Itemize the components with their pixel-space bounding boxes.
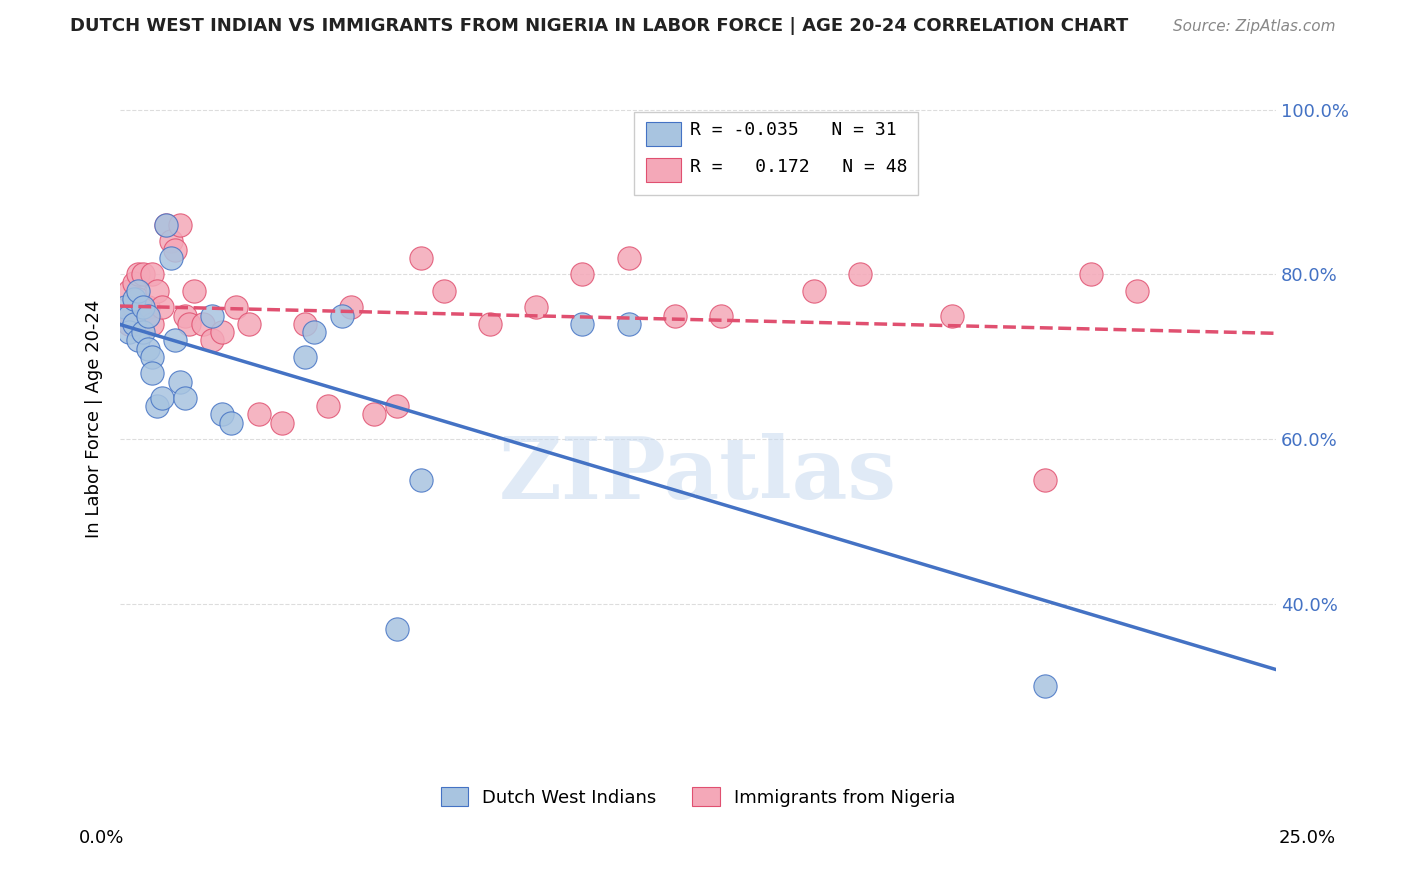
Point <box>160 235 183 249</box>
Point <box>141 350 163 364</box>
Point <box>136 342 159 356</box>
Point <box>169 218 191 232</box>
Point <box>478 317 501 331</box>
Point <box>183 284 205 298</box>
Point <box>141 317 163 331</box>
Point <box>155 218 177 232</box>
Point <box>173 391 195 405</box>
Y-axis label: In Labor Force | Age 20-24: In Labor Force | Age 20-24 <box>86 300 103 538</box>
FancyBboxPatch shape <box>634 112 918 194</box>
Point <box>127 268 149 282</box>
Point <box>150 301 173 315</box>
Point <box>141 268 163 282</box>
Point <box>1033 474 1056 488</box>
Point <box>1126 284 1149 298</box>
Point <box>122 276 145 290</box>
Point <box>1033 679 1056 693</box>
Point <box>150 391 173 405</box>
Point <box>127 292 149 306</box>
Point <box>165 334 187 348</box>
Point <box>118 284 141 298</box>
Point <box>409 474 432 488</box>
Point <box>387 622 409 636</box>
FancyBboxPatch shape <box>645 158 681 182</box>
Point <box>127 284 149 298</box>
Point <box>155 218 177 232</box>
Point <box>1080 268 1102 282</box>
Point <box>201 334 224 348</box>
Text: 25.0%: 25.0% <box>1279 829 1336 847</box>
Text: R =   0.172   N = 48: R = 0.172 N = 48 <box>690 158 907 176</box>
Point <box>219 416 242 430</box>
Point <box>387 399 409 413</box>
Text: 0.0%: 0.0% <box>79 829 124 847</box>
Point <box>136 301 159 315</box>
Point <box>571 268 593 282</box>
Point <box>363 408 385 422</box>
Point <box>294 317 316 331</box>
Point <box>617 317 640 331</box>
Point <box>118 309 141 323</box>
Point <box>118 325 141 339</box>
Point <box>114 301 136 315</box>
Point <box>132 268 155 282</box>
Point <box>146 284 169 298</box>
Point <box>122 317 145 331</box>
Point <box>211 408 233 422</box>
Point <box>409 251 432 265</box>
Point <box>225 301 247 315</box>
Point <box>238 317 260 331</box>
Point <box>710 309 733 323</box>
Point <box>340 301 363 315</box>
Point <box>132 325 155 339</box>
Text: R = -0.035   N = 31: R = -0.035 N = 31 <box>690 121 897 139</box>
Text: ZIPatlas: ZIPatlas <box>499 433 897 516</box>
Point <box>211 325 233 339</box>
Point <box>122 292 145 306</box>
Point <box>316 399 339 413</box>
Point <box>160 251 183 265</box>
Point <box>141 366 163 380</box>
Point <box>118 317 141 331</box>
Point <box>165 243 187 257</box>
Text: DUTCH WEST INDIAN VS IMMIGRANTS FROM NIGERIA IN LABOR FORCE | AGE 20-24 CORRELAT: DUTCH WEST INDIAN VS IMMIGRANTS FROM NIG… <box>70 17 1129 35</box>
Point <box>247 408 270 422</box>
Point <box>132 301 155 315</box>
Point <box>201 309 224 323</box>
Text: Source: ZipAtlas.com: Source: ZipAtlas.com <box>1173 20 1336 34</box>
Point <box>132 301 155 315</box>
Point <box>302 325 325 339</box>
Point <box>122 301 145 315</box>
Point <box>193 317 215 331</box>
Point <box>524 301 547 315</box>
Legend: Dutch West Indians, Immigrants from Nigeria: Dutch West Indians, Immigrants from Nige… <box>432 778 965 815</box>
Point <box>941 309 963 323</box>
Point <box>136 309 159 323</box>
Point <box>294 350 316 364</box>
Point <box>270 416 292 430</box>
Point <box>146 399 169 413</box>
Point <box>571 317 593 331</box>
Point <box>664 309 686 323</box>
FancyBboxPatch shape <box>645 121 681 145</box>
Point <box>617 251 640 265</box>
Point <box>179 317 201 331</box>
Point <box>173 309 195 323</box>
Point <box>127 334 149 348</box>
Point <box>433 284 456 298</box>
Point <box>330 309 353 323</box>
Point <box>136 309 159 323</box>
Point <box>849 268 872 282</box>
Point <box>169 375 191 389</box>
Point <box>114 309 136 323</box>
Point <box>803 284 825 298</box>
